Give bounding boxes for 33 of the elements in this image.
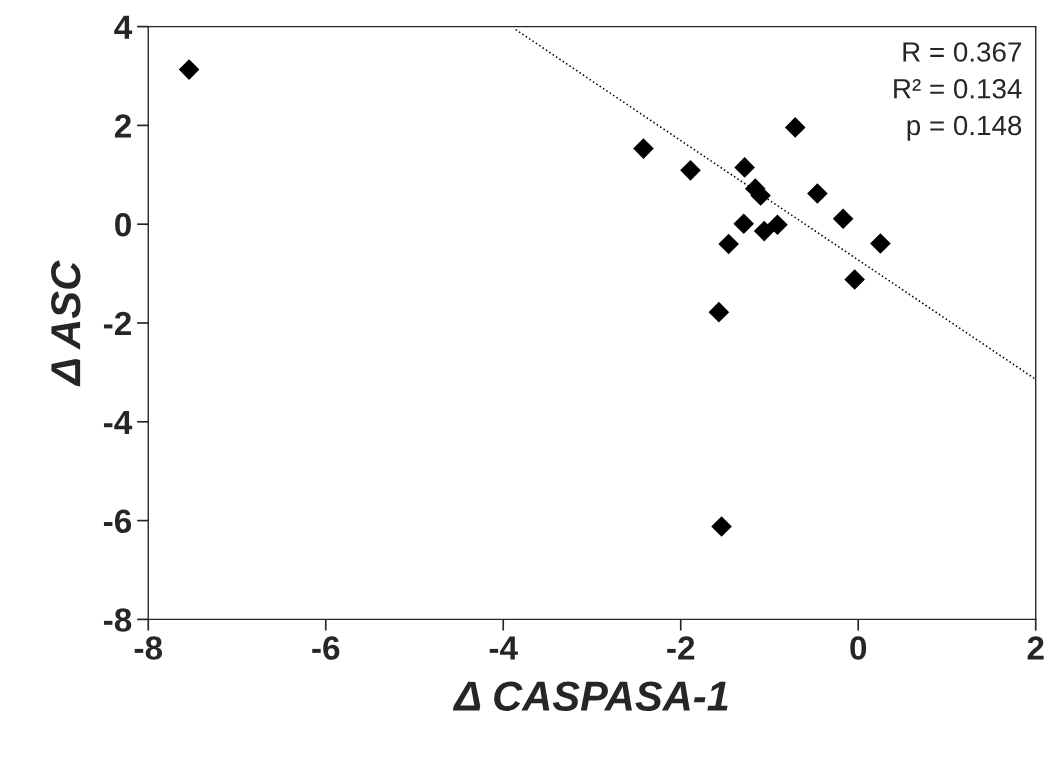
point (784, 117, 806, 138)
y-tick-label: 4 (114, 15, 133, 39)
y-tick-label: -6 (103, 509, 132, 534)
y-tick-label: -2 (103, 311, 131, 336)
point (870, 233, 891, 254)
point (807, 183, 828, 204)
y-tick-label: -8 (103, 608, 132, 632)
x-tick-label: -6 (312, 636, 340, 660)
point (733, 213, 755, 235)
y-axis-title: Δ ASC (51, 260, 81, 387)
point (753, 220, 775, 242)
annotation: p = 0.148 (907, 115, 1022, 141)
x-tick-label: -4 (489, 636, 518, 660)
point (711, 516, 732, 537)
point (708, 301, 730, 323)
annotation: R² = 0.134 (894, 78, 1022, 99)
point (633, 138, 654, 159)
y-tick-label: 0 (115, 213, 131, 237)
point (718, 233, 739, 255)
point (767, 214, 788, 235)
x-tick-label: -2 (667, 636, 695, 660)
x-axis-title: Δ CASPASA-1 (452, 681, 728, 711)
annotation: R = 0.367 (903, 42, 1021, 62)
x-tick-label: 2 (1027, 636, 1044, 660)
point (178, 59, 200, 80)
y-tick-label: -4 (103, 410, 133, 434)
point (734, 157, 755, 178)
point (832, 208, 854, 230)
point (844, 269, 865, 290)
point (680, 160, 701, 181)
y-tick-label: 2 (114, 114, 131, 138)
x-tick-label: 0 (850, 636, 867, 660)
x-tick-label: -8 (134, 636, 163, 660)
